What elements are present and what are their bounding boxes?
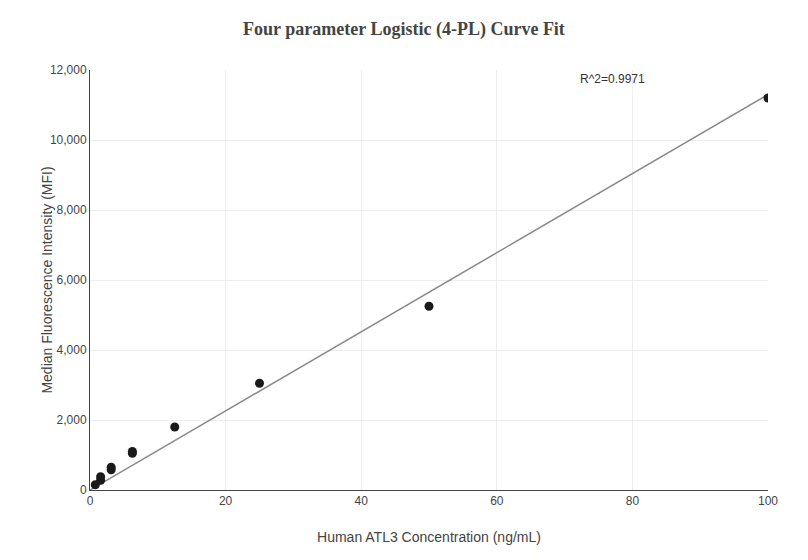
svg-text:Human ATL3 Concentration (ng/m: Human ATL3 Concentration (ng/mL) xyxy=(317,529,541,545)
svg-text:12,000: 12,000 xyxy=(50,63,87,77)
svg-text:80: 80 xyxy=(626,494,640,508)
svg-text:20: 20 xyxy=(219,494,233,508)
svg-text:Median Fluorescence Intensity: Median Fluorescence Intensity (MFI) xyxy=(39,166,55,393)
svg-text:8,000: 8,000 xyxy=(57,203,87,217)
svg-text:10,000: 10,000 xyxy=(50,133,87,147)
svg-text:R^2=0.9971: R^2=0.9971 xyxy=(580,72,645,86)
svg-text:0: 0 xyxy=(80,483,87,497)
svg-text:Four parameter Logistic (4-PL): Four parameter Logistic (4-PL) Curve Fit xyxy=(243,19,565,40)
svg-text:40: 40 xyxy=(355,494,369,508)
svg-text:4,000: 4,000 xyxy=(57,343,87,357)
svg-text:2,000: 2,000 xyxy=(57,413,87,427)
svg-text:60: 60 xyxy=(490,494,504,508)
svg-text:0: 0 xyxy=(87,494,94,508)
svg-text:6,000: 6,000 xyxy=(57,273,87,287)
svg-text:100: 100 xyxy=(758,494,778,508)
